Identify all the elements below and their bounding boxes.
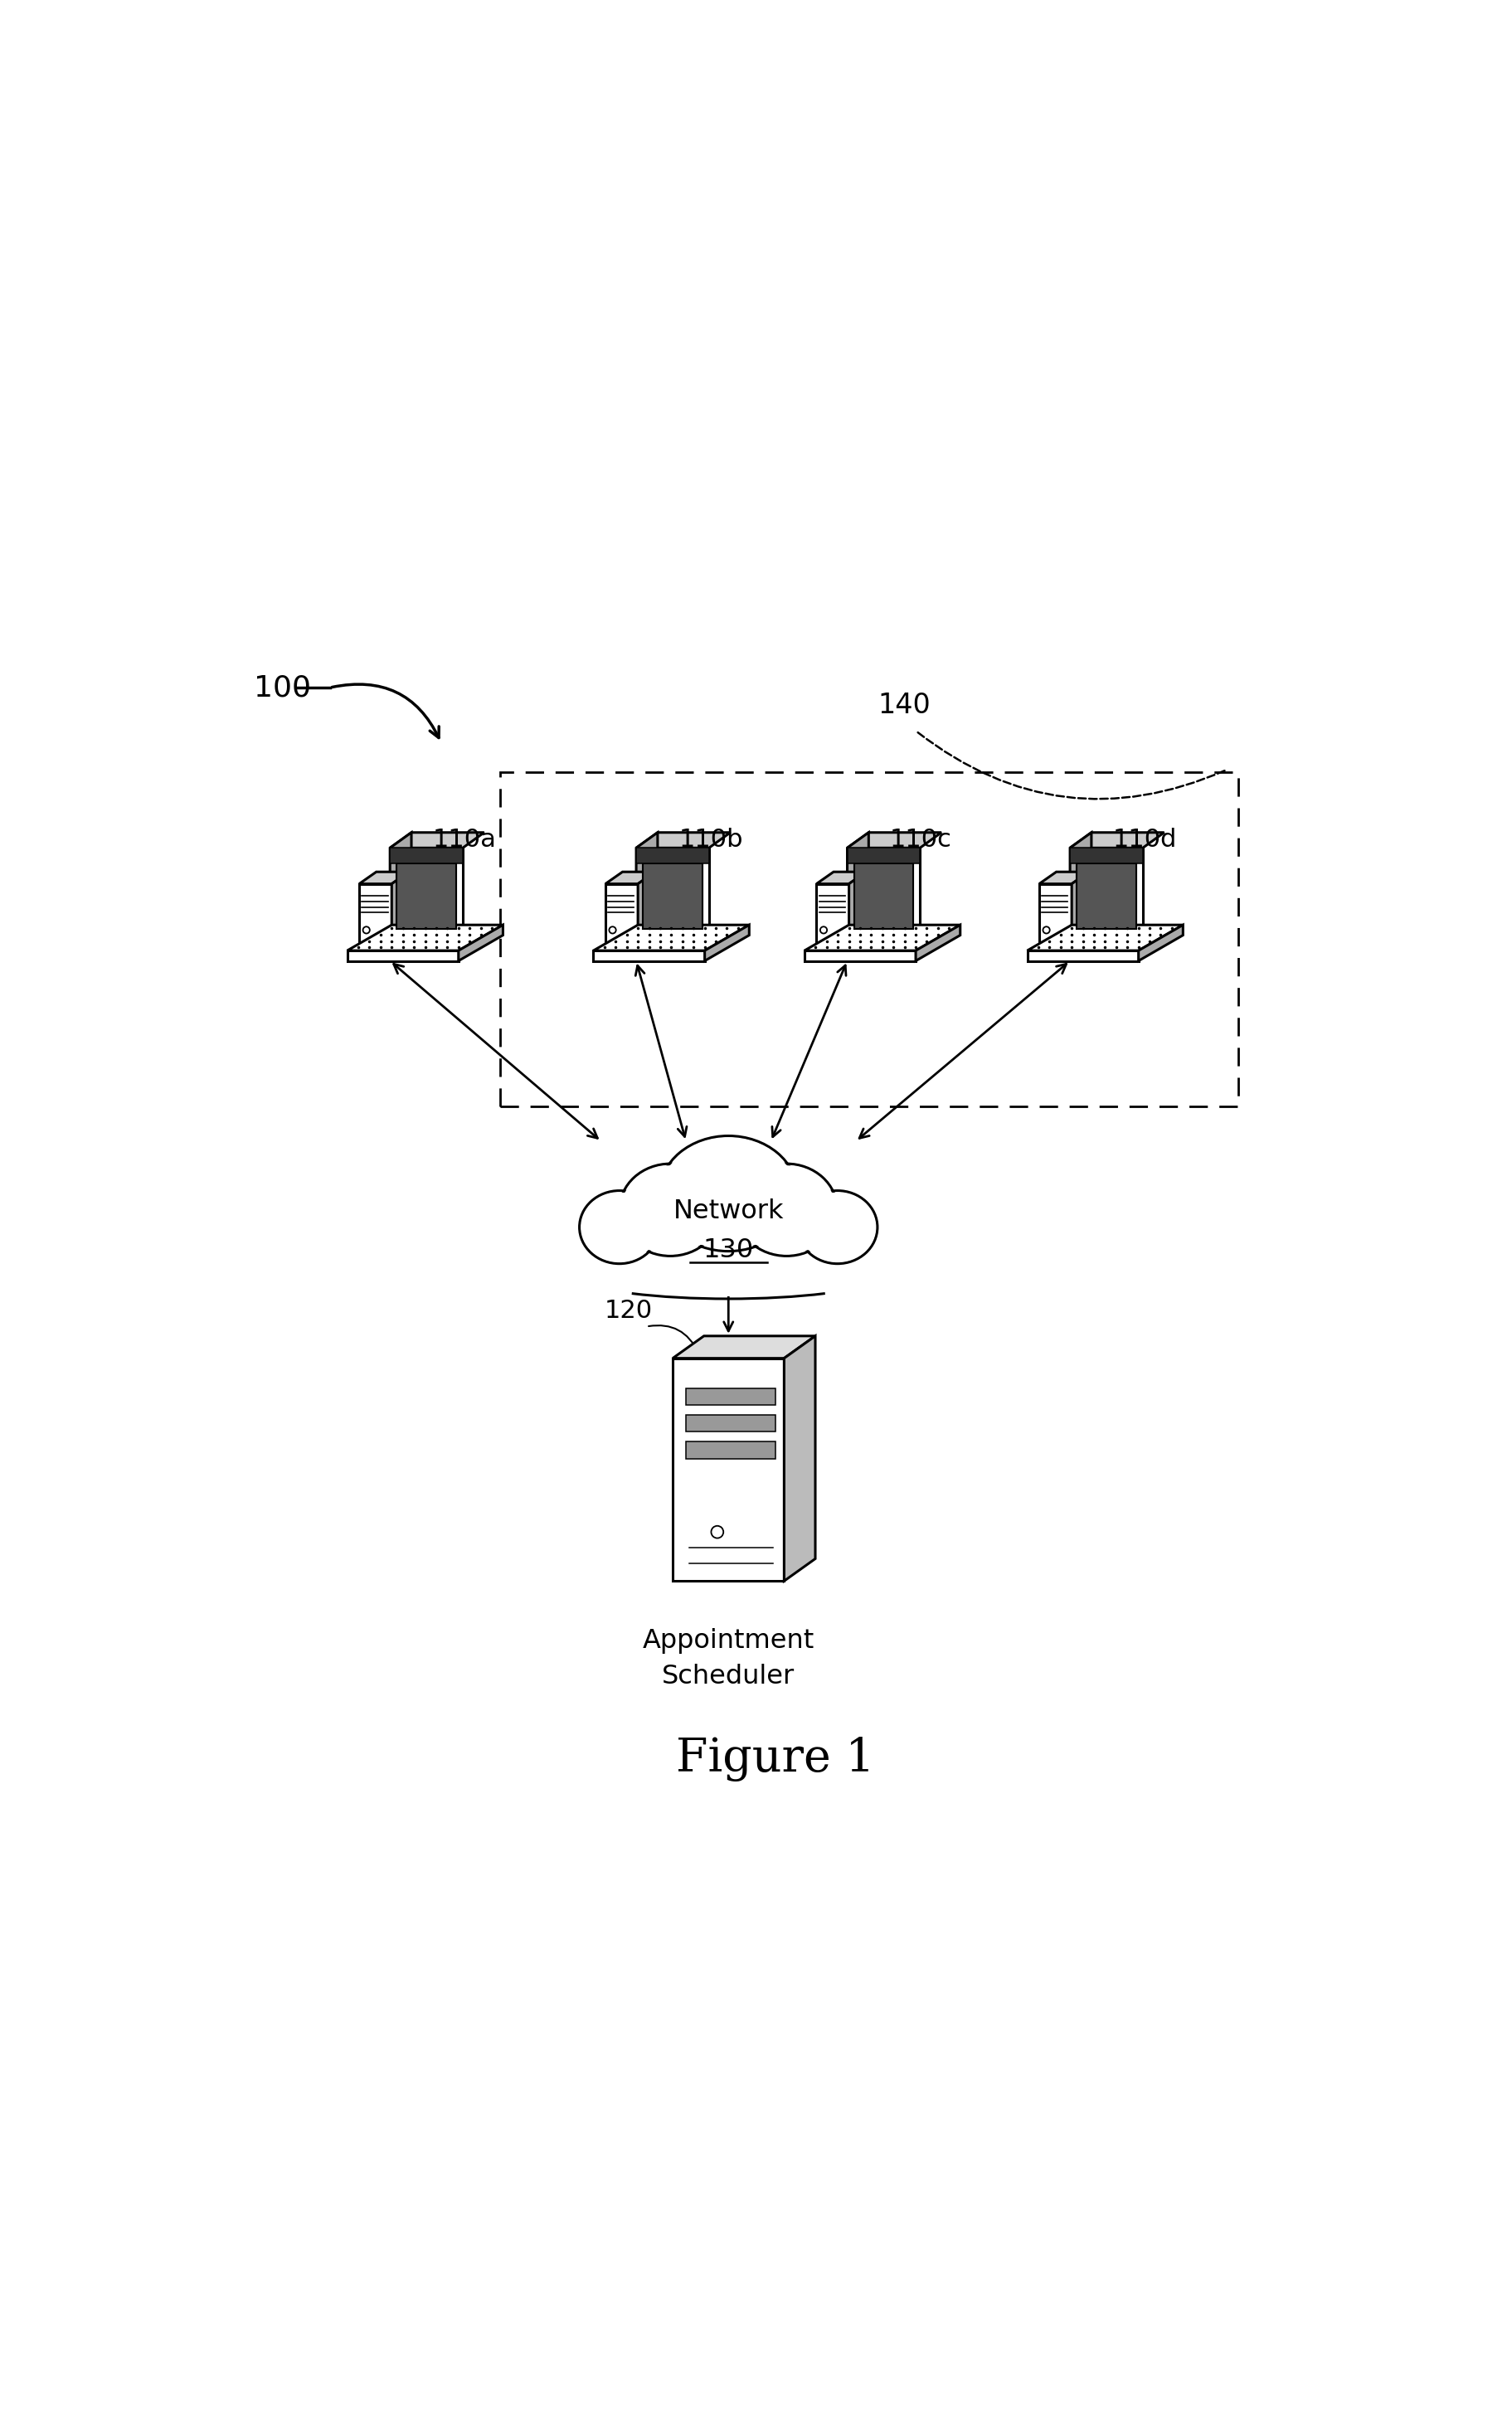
Polygon shape (847, 832, 940, 849)
Polygon shape (1027, 950, 1139, 962)
Polygon shape (1069, 849, 1142, 863)
Polygon shape (358, 885, 392, 948)
Polygon shape (1077, 863, 1136, 928)
Ellipse shape (659, 1136, 797, 1251)
Polygon shape (673, 1336, 815, 1357)
Ellipse shape (581, 1193, 658, 1261)
Polygon shape (637, 832, 730, 849)
Ellipse shape (736, 1165, 835, 1254)
Circle shape (1042, 926, 1049, 933)
Polygon shape (1069, 849, 1142, 938)
Polygon shape (1039, 885, 1070, 948)
Polygon shape (816, 873, 865, 885)
Circle shape (820, 926, 827, 933)
Polygon shape (1069, 832, 1090, 938)
Text: Appointment
Scheduler: Appointment Scheduler (643, 1627, 813, 1690)
Ellipse shape (735, 1165, 838, 1256)
Text: 130: 130 (703, 1237, 753, 1263)
Polygon shape (915, 926, 960, 962)
Polygon shape (847, 849, 919, 938)
Text: Network: Network (673, 1198, 783, 1225)
Text: 110a: 110a (432, 827, 496, 851)
Bar (499, 772, 1238, 1107)
Polygon shape (348, 926, 502, 950)
Polygon shape (638, 873, 655, 948)
Text: 110b: 110b (679, 827, 742, 851)
Polygon shape (637, 832, 658, 938)
Text: Figure 1: Figure 1 (676, 1736, 874, 1782)
Polygon shape (804, 950, 915, 962)
Polygon shape (1070, 873, 1089, 948)
Polygon shape (390, 849, 463, 938)
Ellipse shape (621, 1165, 720, 1254)
Polygon shape (605, 885, 638, 948)
Polygon shape (390, 832, 484, 849)
Circle shape (609, 926, 615, 933)
Polygon shape (686, 1415, 774, 1432)
Polygon shape (390, 832, 411, 938)
Ellipse shape (661, 1138, 795, 1249)
Polygon shape (816, 885, 848, 948)
Polygon shape (593, 950, 705, 962)
Polygon shape (396, 863, 455, 928)
Circle shape (711, 1526, 723, 1538)
Ellipse shape (579, 1191, 659, 1263)
Text: 110c: 110c (889, 827, 951, 851)
Polygon shape (643, 863, 702, 928)
Polygon shape (686, 1389, 774, 1406)
Polygon shape (392, 873, 408, 948)
Polygon shape (848, 873, 865, 948)
Polygon shape (1027, 926, 1182, 950)
Polygon shape (637, 849, 709, 863)
Polygon shape (358, 873, 408, 885)
Circle shape (363, 926, 369, 933)
Bar (555, 1268, 901, 1297)
Text: 110d: 110d (1113, 827, 1176, 851)
Polygon shape (390, 849, 463, 863)
Polygon shape (847, 832, 868, 938)
Polygon shape (1139, 926, 1182, 962)
Polygon shape (673, 1357, 783, 1582)
Polygon shape (1039, 873, 1089, 885)
Text: 120: 120 (605, 1300, 653, 1324)
Ellipse shape (797, 1191, 877, 1263)
Polygon shape (458, 926, 502, 962)
Text: 100: 100 (254, 673, 310, 702)
Polygon shape (686, 1442, 774, 1459)
Polygon shape (605, 873, 655, 885)
Polygon shape (705, 926, 748, 962)
Polygon shape (637, 849, 709, 938)
Polygon shape (804, 926, 960, 950)
Polygon shape (847, 849, 919, 863)
Polygon shape (593, 926, 748, 950)
Ellipse shape (618, 1165, 721, 1256)
Polygon shape (348, 950, 458, 962)
Polygon shape (854, 863, 913, 928)
Ellipse shape (798, 1193, 875, 1261)
Polygon shape (1069, 832, 1164, 849)
Text: 140: 140 (877, 692, 930, 718)
Ellipse shape (569, 1191, 888, 1273)
Polygon shape (783, 1336, 815, 1582)
